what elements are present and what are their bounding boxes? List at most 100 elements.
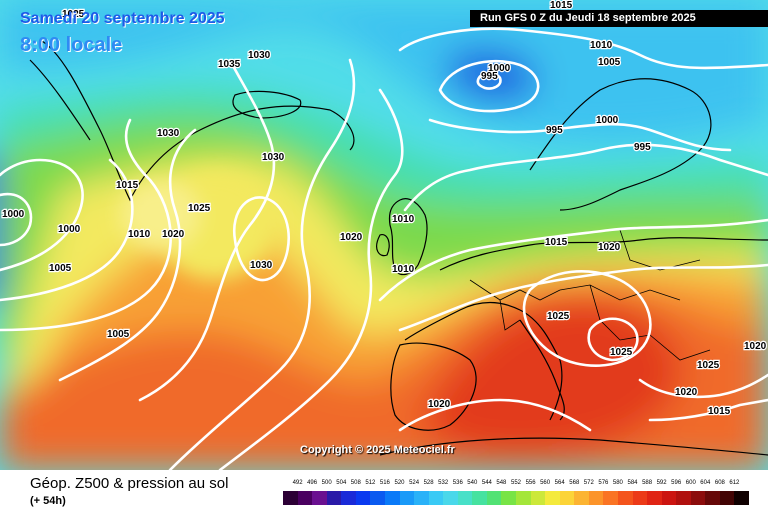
forecast-time: 8:00 locale [20, 34, 123, 56]
label-1010-uk: 1010 [392, 264, 415, 275]
legend-label: 560 [540, 480, 551, 486]
legend-label: 492 [292, 480, 303, 486]
legend-swatch [399, 491, 415, 505]
legend-swatch [443, 491, 458, 505]
legend-swatches [283, 491, 749, 505]
coast-scandinavia [529, 78, 712, 211]
label-1020-ocean: 1020 [340, 232, 363, 243]
coast-europe [404, 237, 768, 421]
isobar-4 [0, 118, 172, 332]
legend-label: 532 [438, 480, 449, 486]
label-1000-scandinavia: 1000 [596, 115, 619, 126]
label-1020-iberia: 1020 [428, 399, 451, 410]
label-1030-center: 1030 [262, 152, 285, 163]
label-1030-ocean: 1030 [250, 260, 273, 271]
forecast-offset: (+ 54h) [30, 495, 66, 507]
legend-swatch [312, 491, 327, 505]
country-borders [469, 229, 711, 361]
legend-swatch [370, 491, 385, 505]
legend-label: 496 [307, 480, 318, 486]
border-1 [469, 279, 561, 301]
legend-label: 540 [467, 480, 478, 486]
label-1000-west: 1000 [58, 224, 81, 235]
legend-label: 516 [379, 480, 390, 486]
isobar-1 [0, 158, 84, 272]
legend-swatch [326, 491, 342, 505]
coast-iceland [232, 90, 302, 119]
coast-africa [379, 437, 768, 456]
label-1020-west: 1020 [162, 229, 185, 240]
isobar-20 [648, 398, 768, 422]
label-1015-europe: 1015 [545, 237, 568, 248]
legend-swatch [603, 491, 618, 505]
border-6 [649, 334, 711, 361]
legend-label: 592 [656, 480, 667, 486]
isobar-16 [398, 27, 768, 70]
label-1000-low: 1000 [488, 63, 511, 74]
legend-swatch [617, 491, 633, 505]
label-1020-right: 1020 [744, 341, 767, 352]
label-1025-italy: 1025 [610, 347, 633, 358]
border-2 [499, 299, 521, 331]
isobar-17 [522, 270, 652, 367]
legend-swatch [559, 491, 575, 505]
legend-label: 552 [510, 480, 522, 486]
label-1020-east: 1020 [675, 387, 698, 398]
legend-label: 600 [685, 480, 696, 486]
label-1015-top: 1015 [550, 0, 573, 11]
legend-swatch [719, 491, 735, 505]
legend-label: 544 [481, 480, 492, 486]
zone-red [420, 298, 682, 456]
color-legend: 492 496 500 504 508 512 516 520 524 528 532 536 540 5… [283, 480, 749, 506]
isobar-5 [58, 128, 197, 382]
map-title: Géop. Z500 & pression au sol [30, 475, 229, 492]
legend-swatch [676, 491, 691, 505]
legend-swatch [690, 491, 706, 505]
legend-label: 548 [496, 480, 507, 486]
legend-swatch [355, 491, 371, 505]
label-1030-greenland: 1030 [248, 50, 271, 61]
isobar-19 [638, 373, 768, 399]
coast-iberia [390, 342, 477, 431]
label-1035: 1035 [218, 59, 241, 70]
label-1000-far-west: 1000 [2, 209, 25, 220]
legend-swatch [588, 491, 604, 505]
isobars [0, 27, 768, 470]
label-1025-west: 1025 [188, 203, 211, 214]
legend-swatch [414, 491, 429, 505]
isobar-10 [378, 218, 768, 302]
label-1015-east: 1015 [708, 406, 731, 417]
legend-label: 612 [729, 480, 740, 486]
label-1025-balkans: 1025 [547, 311, 570, 322]
isobar-6 [138, 58, 276, 402]
legend-label: 528 [423, 480, 434, 486]
border-3 [559, 284, 681, 301]
legend-labels: 492 496 500 504 508 512 516 520 524 528 532 536 540 5… [283, 480, 749, 490]
legend-label: 572 [583, 480, 594, 486]
legend-swatch [574, 491, 589, 505]
weather-map: 1025 1035 1030 1030 1030 1015 1025 1010 … [0, 0, 768, 470]
legend-label: 504 [336, 480, 347, 486]
legend-swatch [661, 491, 677, 505]
label-1005-west: 1005 [49, 263, 72, 274]
forecast-date: Samedi 20 septembre 2025 [20, 10, 225, 27]
legend-label: 556 [525, 480, 536, 486]
legend-swatch [486, 491, 502, 505]
border-4 [589, 284, 651, 341]
label-995-scandinavia: 995 [546, 125, 563, 136]
isobar-12 [403, 143, 768, 212]
label-1010-west: 1010 [128, 229, 151, 240]
coast-uk [376, 198, 428, 276]
label-1005-north: 1005 [598, 57, 621, 68]
label-1010-uk-north: 1010 [392, 214, 415, 225]
label-1025-east: 1025 [697, 360, 720, 371]
isobar-11 [398, 263, 768, 332]
legend-label: 536 [452, 480, 463, 486]
legend-swatch [734, 491, 749, 505]
label-995-east: 995 [634, 142, 651, 153]
legend-label: 564 [554, 480, 565, 486]
legend-label: 520 [394, 480, 405, 486]
run-info-text: Run GFS 0 Z du Jeudi 18 septembre 2025 [480, 12, 696, 24]
legend-label: 604 [700, 480, 711, 486]
legend-swatch [428, 491, 444, 505]
